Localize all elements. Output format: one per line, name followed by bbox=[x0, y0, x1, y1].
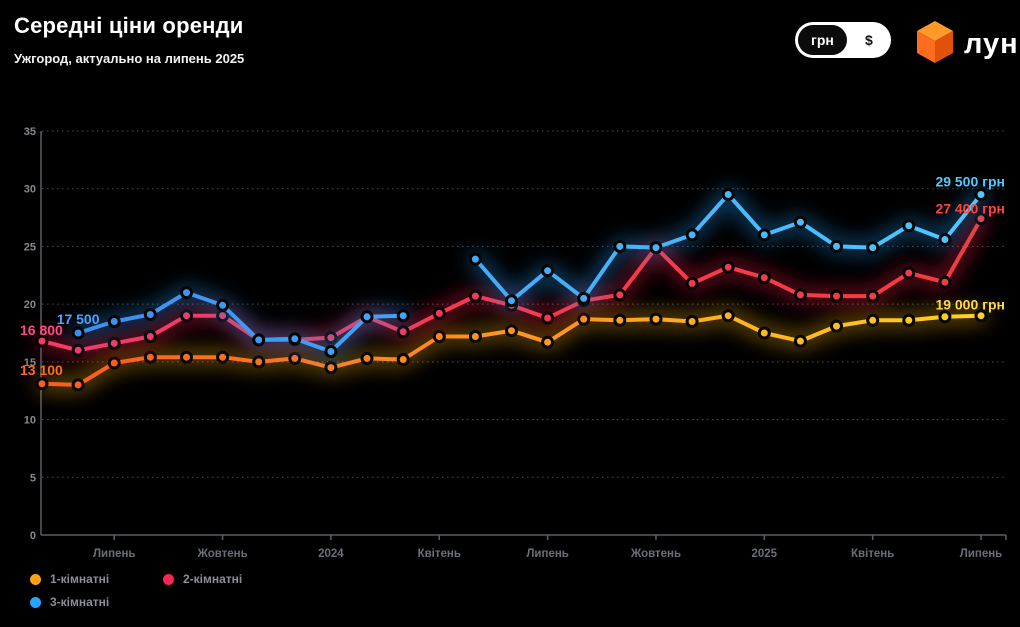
svg-text:17 500: 17 500 bbox=[57, 311, 100, 327]
svg-text:20: 20 bbox=[24, 299, 36, 311]
svg-text:15: 15 bbox=[24, 357, 36, 369]
svg-text:16 800: 16 800 bbox=[20, 322, 63, 338]
svg-text:13 100: 13 100 bbox=[20, 362, 63, 378]
logo-text: лун bbox=[964, 28, 1019, 60]
legend-label-1room: 1-кімнатні bbox=[50, 572, 110, 586]
legend-item-2room[interactable]: 2-кімнатні bbox=[163, 572, 296, 586]
svg-text:35: 35 bbox=[24, 126, 36, 138]
currency-option-usd[interactable]: $ bbox=[865, 32, 873, 48]
chart-legend: 1-кімнатні 2-кімнатні 3-кімнатні bbox=[30, 572, 310, 609]
currency-toggle[interactable]: грн $ bbox=[795, 22, 891, 58]
legend-label-2room: 2-кімнатні bbox=[183, 572, 243, 586]
legend-item-1room[interactable]: 1-кімнатні bbox=[30, 572, 163, 586]
svg-text:Жовтень: Жовтень bbox=[630, 548, 681, 560]
svg-text:27 400 грн: 27 400 грн bbox=[935, 201, 1005, 217]
svg-text:Липень: Липень bbox=[93, 548, 136, 560]
legend-dot-1room bbox=[30, 573, 41, 585]
svg-text:Липень: Липень bbox=[960, 548, 1003, 560]
legend-item-3room[interactable]: 3-кімнатні bbox=[30, 595, 163, 609]
lun-logo: лун bbox=[915, 20, 1019, 69]
svg-text:Квітень: Квітень bbox=[851, 548, 894, 560]
svg-text:0: 0 bbox=[30, 530, 36, 542]
svg-text:10: 10 bbox=[24, 415, 36, 427]
legend-dot-2room bbox=[163, 573, 174, 585]
svg-text:2025: 2025 bbox=[752, 548, 778, 560]
svg-text:25: 25 bbox=[24, 241, 36, 253]
svg-text:Жовтень: Жовтень bbox=[196, 548, 247, 560]
page-subtitle: Ужгород, актуально на липень 2025 bbox=[14, 51, 245, 66]
currency-option-uah[interactable]: грн bbox=[798, 25, 847, 55]
legend-dot-3room bbox=[30, 596, 41, 608]
lun-cube-icon bbox=[915, 20, 955, 69]
svg-text:19 000 грн: 19 000 грн bbox=[935, 297, 1005, 313]
svg-text:30: 30 bbox=[24, 184, 36, 196]
page-title: Середні ціни оренди bbox=[14, 13, 244, 38]
legend-label-3room: 3-кімнатні bbox=[50, 595, 110, 609]
svg-text:Квітень: Квітень bbox=[418, 548, 461, 560]
svg-text:5: 5 bbox=[30, 472, 36, 484]
svg-text:2024: 2024 bbox=[318, 548, 344, 560]
svg-text:Липень: Липень bbox=[526, 548, 569, 560]
svg-text:29 500 грн: 29 500 грн bbox=[935, 174, 1005, 190]
